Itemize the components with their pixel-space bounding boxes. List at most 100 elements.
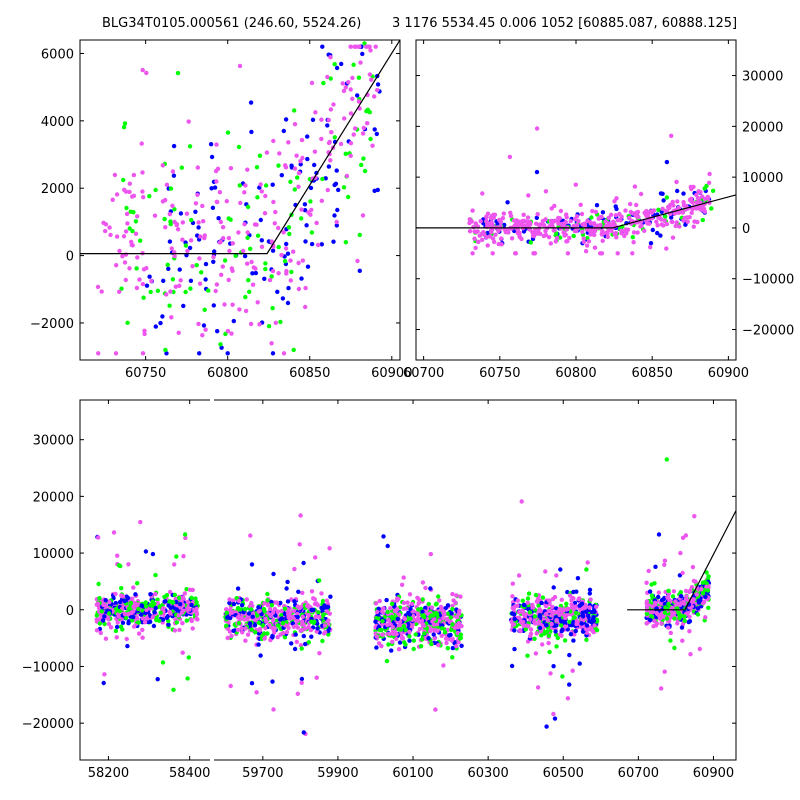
- data-point-pink: [142, 331, 147, 337]
- data-point-blue: [197, 351, 202, 356]
- data-point-pink: [636, 214, 641, 220]
- data-point-green: [254, 165, 260, 170]
- data-point-pink: [587, 605, 592, 610]
- data-point-blue: [125, 643, 130, 649]
- data-point-pink: [557, 612, 562, 617]
- data-point-green: [411, 646, 416, 652]
- data-point-pink: [441, 663, 446, 668]
- data-point-blue: [196, 225, 201, 230]
- data-point-pink: [680, 535, 686, 540]
- data-point-blue: [656, 532, 662, 537]
- data-point-pink: [437, 598, 442, 603]
- data-point-pink: [623, 227, 629, 232]
- data-point-pink: [224, 607, 229, 612]
- data-point-pink: [303, 285, 308, 291]
- data-point-pink: [134, 285, 140, 291]
- data-point-green: [128, 209, 133, 214]
- data-point-pink: [405, 600, 410, 605]
- data-point-green: [320, 176, 325, 182]
- data-point-green: [571, 233, 576, 239]
- data-point-pink: [532, 619, 537, 625]
- data-point-pink: [490, 236, 496, 241]
- data-point-blue: [568, 632, 574, 637]
- data-point-blue: [210, 205, 216, 210]
- data-point-pink: [218, 239, 223, 244]
- data-point-green: [664, 616, 670, 621]
- data-point-green: [416, 607, 421, 612]
- data-point-green: [255, 233, 261, 238]
- data-point-blue: [286, 285, 291, 291]
- data-point-pink: [229, 633, 234, 639]
- data-point-pink: [277, 151, 282, 156]
- data-point-blue: [211, 303, 216, 308]
- data-point-pink: [674, 220, 679, 225]
- model-line-topright: [416, 194, 736, 229]
- data-point-pink: [581, 236, 586, 241]
- data-point-pink: [140, 627, 145, 633]
- data-point-blue: [302, 202, 308, 207]
- data-point-pink: [272, 221, 277, 226]
- data-point-pink: [220, 225, 226, 230]
- data-point-pink: [524, 219, 529, 224]
- data-point-pink: [554, 618, 559, 623]
- data-point-green: [243, 294, 248, 300]
- data-point-pink: [697, 646, 702, 652]
- data-point-pink: [572, 228, 578, 234]
- data-point-pink: [536, 596, 541, 601]
- data-point-pink: [673, 599, 678, 604]
- data-point-blue: [269, 599, 274, 605]
- data-point-pink: [299, 680, 304, 685]
- data-point-green: [127, 226, 132, 231]
- data-point-pink: [696, 196, 701, 202]
- data-point-pink: [269, 341, 274, 346]
- data-point-pink: [195, 165, 200, 170]
- data-point-pink: [530, 602, 535, 608]
- data-point-pink: [653, 600, 658, 605]
- data-point-pink: [559, 597, 564, 602]
- data-point-pink: [190, 587, 195, 593]
- data-point-pink: [678, 550, 683, 556]
- data-point-green: [249, 607, 254, 612]
- data-point-pink: [429, 605, 435, 610]
- data-point-pink: [197, 281, 203, 286]
- data-point-blue: [163, 599, 168, 604]
- data-point-pink: [115, 620, 120, 625]
- data-point-green: [172, 207, 177, 212]
- data-point-pink: [292, 566, 297, 572]
- data-point-green: [533, 592, 539, 598]
- data-point-blue: [559, 628, 564, 634]
- data-point-pink: [540, 218, 546, 224]
- x-tick-label: 60700: [618, 766, 659, 781]
- data-point-pink: [229, 331, 234, 336]
- data-point-pink: [615, 251, 620, 256]
- data-point-pink: [297, 605, 302, 611]
- data-point-green: [106, 611, 112, 616]
- data-point-pink: [140, 616, 145, 621]
- data-point-blue: [122, 598, 128, 604]
- data-point-pink: [520, 222, 525, 228]
- data-point-blue: [285, 251, 291, 256]
- data-point-pink: [706, 195, 711, 201]
- data-point-pink: [525, 215, 531, 220]
- data-point-blue: [125, 595, 131, 601]
- data-point-pink: [228, 683, 233, 689]
- data-point-blue: [259, 238, 264, 243]
- data-point-green: [306, 640, 311, 645]
- data-point-pink: [646, 568, 651, 574]
- data-point-pink: [535, 685, 541, 690]
- x-tick-label: 60900: [693, 766, 734, 781]
- data-point-blue: [315, 626, 320, 631]
- data-point-pink: [225, 635, 230, 641]
- data-point-green: [525, 653, 530, 658]
- data-point-green: [99, 609, 105, 614]
- data-point-pink: [450, 591, 455, 597]
- data-point-green: [116, 563, 122, 568]
- data-point-green: [356, 75, 362, 80]
- data-point-blue: [322, 603, 327, 608]
- data-point-green: [656, 207, 661, 212]
- data-point-pink: [127, 266, 132, 271]
- data-point-pink: [265, 603, 271, 608]
- left-panel-title: BLG34T0105.000561 (246.60, 5524.26): [102, 16, 362, 31]
- data-point-green: [408, 616, 413, 621]
- data-point-pink: [526, 193, 531, 198]
